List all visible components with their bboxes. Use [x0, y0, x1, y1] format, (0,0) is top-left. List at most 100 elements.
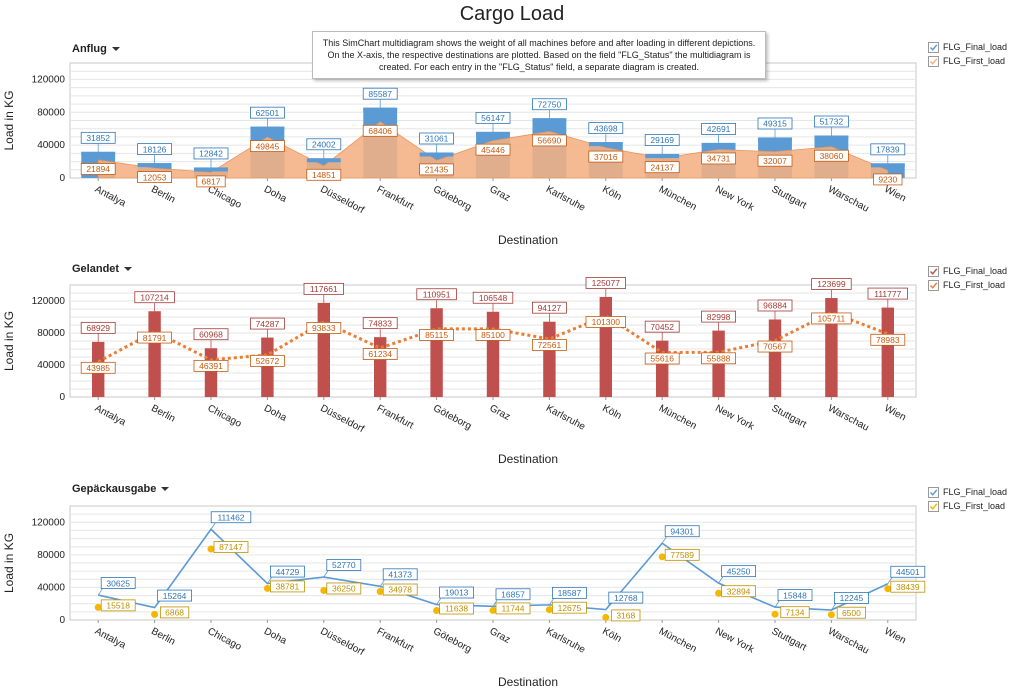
bar-final-load-top — [81, 151, 116, 156]
data-label-first-load-box — [873, 173, 903, 186]
x-tick-label: Doha — [262, 184, 289, 205]
data-label-final-load: 111777 — [874, 289, 901, 299]
data-label-first-load-box — [326, 582, 362, 595]
chart-title: Cargo Load — [459, 3, 565, 25]
data-label-first-load: 52672 — [256, 356, 280, 366]
bar-final-load-top — [250, 126, 285, 131]
data-label-final-load: 18126 — [143, 144, 167, 154]
legend-item-first-load[interactable]: FLG_First_load — [928, 54, 1007, 68]
data-label-final-load-box — [890, 565, 926, 578]
data-label-first-load: 14851 — [312, 170, 336, 180]
bar-final-load — [486, 311, 500, 397]
data-label-final-load-box — [157, 589, 193, 602]
legend-item-final-load[interactable]: FLG_Final_load — [928, 264, 1007, 278]
data-label-first-load-box — [644, 352, 680, 365]
data-label-final-load-box — [588, 122, 624, 135]
legend-item-first-load[interactable]: FLG_First_load — [928, 499, 1007, 513]
data-label-first-load-box — [757, 340, 793, 353]
data-label-final-load-box — [419, 132, 455, 145]
data-label-final-load-box — [475, 111, 511, 124]
point-first-load — [715, 589, 723, 597]
data-label-final-load-box — [532, 301, 567, 314]
data-label-first-load: 43985 — [86, 363, 110, 373]
legend-anflug: FLG_Final_load FLG_First_load — [928, 40, 1007, 68]
data-label-first-load-box — [137, 171, 173, 183]
checkbox-checked-icon[interactable] — [928, 486, 939, 498]
y-axis-label: Load in KG — [2, 311, 16, 371]
panel-title-anflug[interactable]: Anflug — [72, 43, 120, 55]
bar-final-load — [430, 308, 443, 397]
data-label-final-load: 12245 — [840, 593, 864, 603]
data-label-final-load: 43698 — [594, 123, 618, 133]
data-label-first-load: 6817 — [202, 177, 221, 187]
chart-panel-2: 0 40000 80000 120000 Load in KG Antalya Berlin… — [2, 505, 926, 689]
checkbox-checked-icon[interactable] — [928, 279, 939, 291]
data-label-first-load: 55616 — [650, 354, 674, 364]
data-label-first-load: 55888 — [707, 353, 731, 363]
x-tick-label: Frankfurt — [375, 626, 416, 655]
chart-panel-1: 0 40000 80000 120000 Load in KG Antalya Berlin… — [2, 277, 917, 466]
x-tick-label: Karlsruhe — [544, 403, 587, 433]
data-label-first-load: 11638 — [445, 604, 468, 614]
checkbox-checked-icon[interactable] — [928, 55, 939, 67]
y-tick-label: 80000 — [37, 107, 65, 118]
data-label-first-load: 46391 — [199, 361, 223, 371]
data-label-final-load-box — [80, 131, 116, 144]
data-label-first-load-box — [249, 354, 285, 367]
data-label-first-load: 3168 — [616, 611, 635, 621]
x-tick-label: Chicago — [206, 626, 244, 653]
bar-final-load-top — [363, 107, 398, 112]
point-first-load — [263, 584, 271, 592]
data-label-first-load-box — [495, 602, 531, 615]
x-tick-label: München — [657, 626, 698, 655]
data-label-final-load-box — [834, 592, 869, 604]
data-label-first-load-box — [213, 541, 249, 553]
legend-item-first-load[interactable]: FLG_First_load — [928, 278, 1007, 292]
legend-label: FLG_First_load — [943, 56, 1006, 66]
checkbox-checked-icon[interactable] — [928, 41, 939, 53]
data-label-final-load-box — [382, 568, 418, 581]
data-label-final-load-box — [701, 310, 736, 323]
bar-final-load — [768, 319, 782, 397]
data-label-first-load: 6868 — [165, 608, 184, 618]
legend-label: FLG_Final_load — [943, 266, 1008, 276]
point-first-load — [771, 610, 779, 618]
legend-label: FLG_Final_load — [943, 487, 1008, 497]
data-label-first-load: 38781 — [276, 582, 300, 592]
data-label-first-load-box — [701, 152, 736, 165]
data-label-first-load-box — [419, 163, 455, 176]
data-label-first-load-box — [137, 331, 173, 344]
data-label-final-load: 74833 — [368, 318, 392, 328]
data-label-first-load-box — [100, 599, 136, 612]
bar-final-load — [543, 321, 556, 397]
legend-label: FLG_First_load — [943, 501, 1006, 511]
data-label-final-load: 19013 — [445, 588, 469, 598]
checkbox-checked-icon[interactable] — [928, 500, 939, 512]
data-label-final-load: 125077 — [592, 278, 621, 288]
point-first-load — [94, 603, 102, 611]
data-labels: 68929 107214 60968 74287 117661 74833 110951 10… — [80, 277, 908, 374]
data-label-first-load: 68406 — [368, 126, 392, 136]
data-label-final-load-box — [306, 138, 342, 151]
legend-item-final-load[interactable]: FLG_Final_load — [928, 40, 1007, 54]
legend-item-final-load[interactable]: FLG_Final_load — [928, 485, 1007, 499]
data-label-final-load: 94127 — [538, 303, 562, 313]
x-tick-label: Graz — [488, 626, 512, 646]
data-label-first-load: 70567 — [763, 342, 787, 352]
data-label-final-load: 111462 — [217, 512, 244, 522]
data-label-first-load-box — [419, 329, 455, 341]
data-label-first-load-box — [306, 168, 342, 181]
data-label-final-load-box — [303, 282, 344, 295]
x-axis-label: Destination — [498, 452, 558, 466]
data-label-first-load: 87147 — [219, 542, 243, 552]
legend-gepaeckausgabe: FLG_Final_load FLG_First_load — [928, 485, 1007, 513]
bar-final-load — [317, 302, 331, 397]
point-first-load — [884, 585, 892, 593]
data-label-final-load-box — [552, 586, 587, 599]
panel-title-gelandet[interactable]: Gelandet — [72, 263, 133, 275]
data-label-first-load: 36250 — [332, 584, 356, 594]
checkbox-checked-icon[interactable] — [928, 265, 939, 277]
data-label-final-load: 110951 — [423, 289, 451, 299]
panel-title-gepaeckausgabe[interactable]: Gepäckausgabe — [72, 483, 170, 495]
x-tick-label: Stuttgart — [770, 626, 809, 654]
